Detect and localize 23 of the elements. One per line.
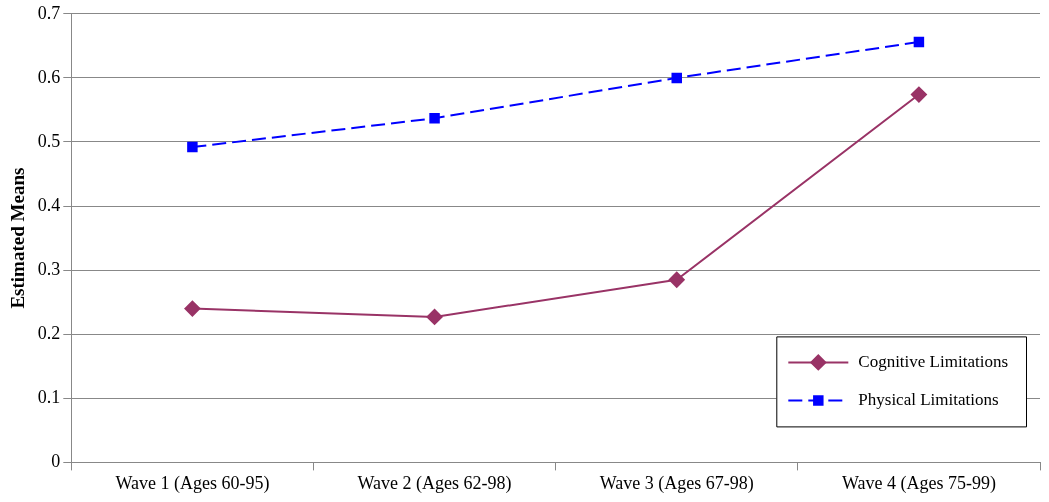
y-tick-label: 0.7 — [37, 2, 61, 23]
x-tick-label: Wave 3 (Ages 67-98) — [599, 472, 754, 494]
y-tick-label: 0.5 — [37, 130, 61, 151]
legend-label: Cognitive Limitations — [858, 351, 1009, 371]
point — [910, 86, 927, 103]
y-tick-label: 0.1 — [37, 387, 61, 408]
y-tick-label: 0.2 — [37, 322, 61, 343]
y-axis-title: Estimated Means — [7, 167, 29, 309]
point — [187, 141, 198, 153]
point — [426, 308, 443, 325]
x-tick-label: Wave 2 (Ages 62-98) — [357, 472, 512, 494]
point — [668, 271, 685, 288]
y-tick-label: 0.6 — [37, 66, 61, 87]
legend-label: Physical Limitations — [858, 389, 999, 409]
y-tick-label: 0 — [51, 451, 61, 472]
point — [429, 113, 440, 124]
point — [913, 36, 925, 48]
y-tick-label: 0.4 — [37, 194, 61, 215]
y-tick-label: 0.3 — [37, 258, 61, 279]
point — [671, 72, 682, 84]
x-tick-label: Wave 4 (Ages 75-99) — [841, 472, 996, 494]
x-tick-label: Wave 1 (Ages 60-95) — [115, 472, 270, 494]
point — [184, 300, 201, 317]
